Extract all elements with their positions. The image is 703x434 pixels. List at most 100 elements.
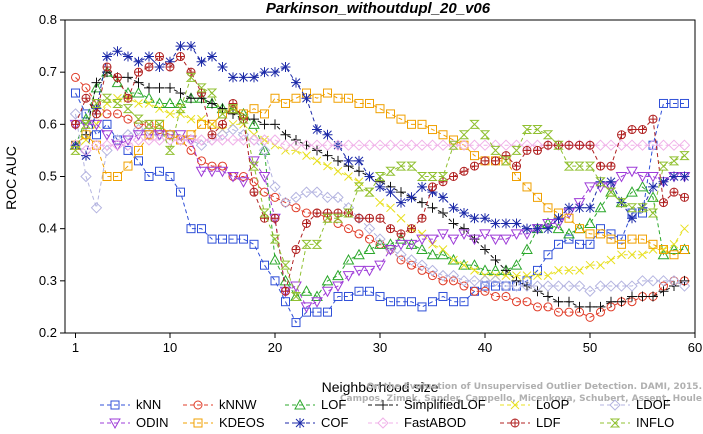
data-point-fastabod (594, 139, 607, 151)
data-point-kdeos (92, 140, 101, 150)
data-point-ldf (616, 130, 626, 140)
data-point-knn (249, 239, 259, 249)
data-point-ldof (521, 280, 533, 292)
data-point-inflo (311, 239, 323, 249)
data-point-simplifiedlof (91, 77, 102, 88)
data-point-kdeos (260, 109, 269, 119)
data-point-ldf (427, 182, 437, 192)
data-point-kdeos (659, 245, 668, 255)
data-point-loop (459, 260, 469, 270)
data-point-knn (407, 297, 416, 307)
data-point-cof (511, 218, 522, 229)
data-point-odin (500, 234, 512, 246)
data-point-knn (71, 88, 80, 98)
data-point-ldf (91, 109, 101, 119)
data-point-lof (479, 264, 491, 275)
data-point-lof (321, 274, 334, 286)
data-point-cof (228, 72, 238, 83)
data-point-knn (207, 234, 217, 244)
data-point-lof (426, 248, 439, 260)
data-point-inflo (206, 88, 218, 98)
data-point-odin (248, 156, 260, 167)
data-point-simplifiedlof (490, 254, 501, 265)
data-point-fastabod (143, 134, 155, 146)
data-point-inflo (469, 119, 480, 129)
data-point-ldof (311, 186, 323, 198)
data-point-ldof (416, 259, 428, 271)
data-point-loop (344, 172, 353, 181)
data-point-lof (269, 253, 281, 265)
data-point-odin (416, 234, 428, 246)
data-point-loop (470, 266, 479, 275)
data-point-ldf (417, 213, 427, 223)
data-point-knnw (533, 302, 542, 312)
data-point-loop (165, 109, 175, 119)
data-point-ldf (595, 161, 605, 171)
data-point-cof (396, 197, 406, 208)
data-point-loop (575, 266, 584, 275)
data-point-ldf (312, 208, 322, 218)
data-point-inflo (563, 161, 575, 171)
data-point-kdeos (627, 234, 637, 244)
data-point-lof (248, 118, 260, 129)
data-point-inflo (658, 161, 669, 171)
data-point-fastabod (458, 139, 470, 151)
data-point-ldf (123, 93, 133, 103)
data-point-odin (615, 172, 628, 183)
data-point-cof (543, 223, 553, 234)
data-point-ldf (291, 245, 301, 255)
data-point-kdeos (344, 93, 353, 103)
data-point-inflo (647, 208, 659, 218)
data-point-knn (270, 276, 280, 286)
data-point-kdeos (281, 98, 290, 108)
data-point-ldof (573, 280, 586, 292)
data-point-ldf (585, 140, 595, 150)
data-point-fastabod (363, 139, 376, 151)
data-point-knnw (554, 307, 563, 317)
data-point-cof (448, 202, 459, 213)
data-point-lof (164, 97, 176, 108)
data-point-loop (585, 260, 595, 270)
data-point-lof (332, 269, 344, 281)
data-point-ldof (363, 222, 376, 235)
series-line-inflo (75, 76, 685, 299)
data-point-knn (575, 239, 584, 249)
legend-marker-ldf (510, 418, 520, 428)
y-tick-label: 0.5 (39, 169, 57, 184)
data-point-fastabod (479, 139, 491, 151)
data-point-cof (238, 72, 249, 83)
data-point-ldof (447, 269, 460, 282)
data-point-fastabod (111, 139, 124, 151)
data-point-lof (342, 253, 355, 265)
data-point-simplifiedlof (280, 129, 291, 140)
data-point-loop (375, 198, 385, 207)
data-point-ldof (405, 254, 418, 266)
data-point-kdeos (543, 203, 553, 213)
legend-label-fastabod: FastABOD (404, 415, 466, 430)
data-point-ldf (574, 140, 584, 150)
data-point-loop (333, 166, 343, 176)
data-point-odin (479, 229, 491, 240)
data-point-fastabod (668, 139, 680, 151)
data-point-lof (374, 238, 386, 249)
data-point-odin (216, 166, 229, 178)
data-point-cof (385, 187, 396, 198)
data-point-knn (239, 234, 248, 244)
data-point-inflo (196, 83, 207, 93)
data-point-cof (196, 56, 207, 67)
legend-item-inflo: INFLO (600, 415, 674, 430)
data-point-fastabod (678, 139, 691, 151)
data-point-loop (134, 99, 143, 108)
data-point-fastabod (258, 134, 271, 146)
data-point-cof (406, 192, 417, 203)
data-point-cof (165, 56, 175, 67)
data-point-simplifiedlof (574, 301, 585, 312)
data-point-simplifiedlof (207, 98, 217, 109)
data-point-odin (573, 198, 586, 209)
data-point-knnw (302, 208, 311, 218)
x-tick-label: 50 (583, 340, 597, 355)
data-point-fastabod (636, 139, 649, 151)
data-point-cof (259, 67, 270, 78)
data-point-lof (447, 253, 460, 265)
data-point-kdeos (617, 239, 626, 249)
